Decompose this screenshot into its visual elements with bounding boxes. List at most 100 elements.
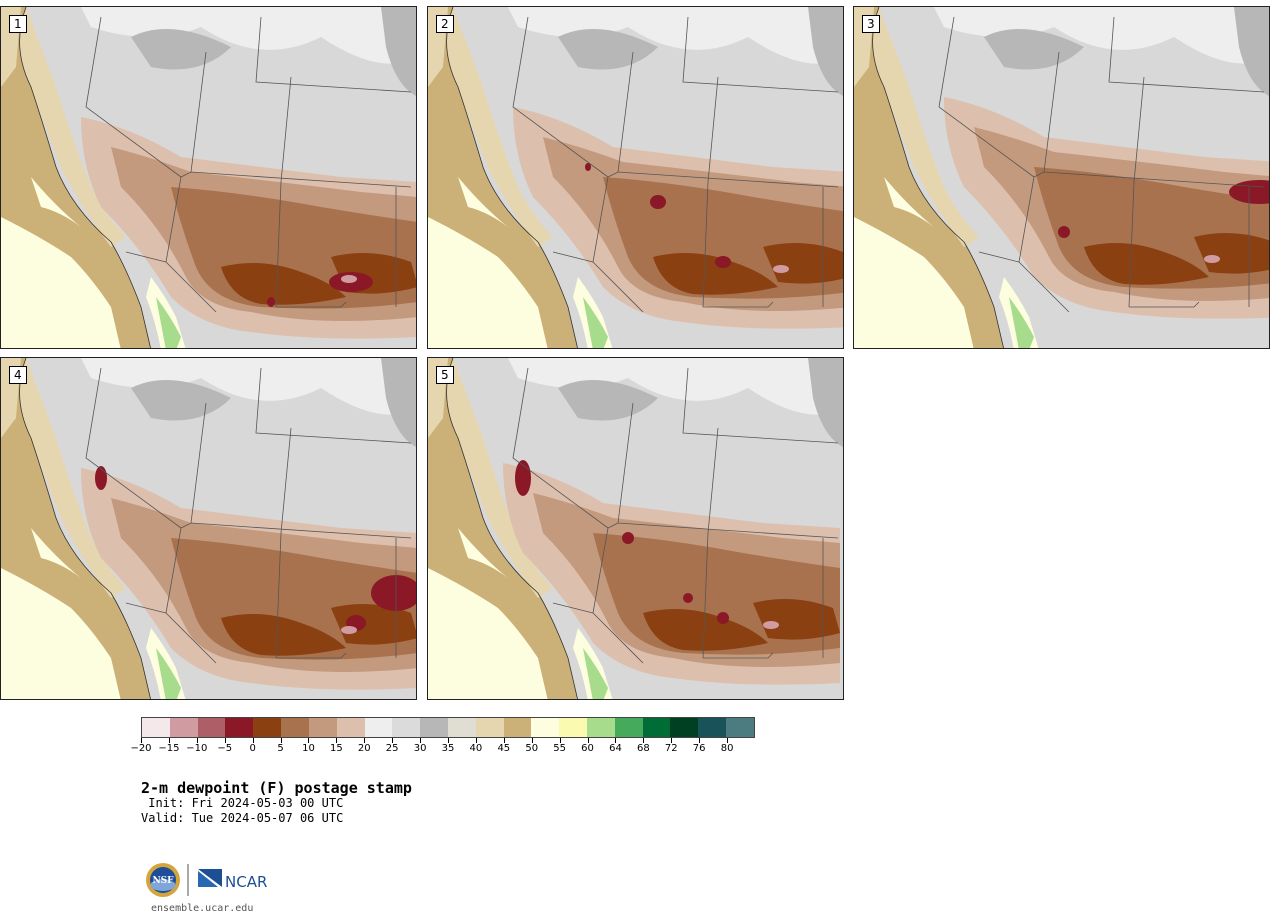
panel-number: 3 [862, 15, 880, 33]
colorbar-swatch [308, 718, 337, 737]
colorbar-tick-label: 5 [277, 743, 284, 754]
dry-region-dark [221, 263, 346, 305]
panel-number: 2 [436, 15, 454, 33]
colorbar-swatch [614, 718, 643, 737]
colorbar-tick [699, 738, 701, 743]
green-patch [583, 648, 608, 699]
land-light-region [508, 7, 843, 64]
svg-text:NCAR: NCAR [225, 873, 267, 891]
land-light-region [81, 358, 416, 415]
colorbar-tick [503, 738, 505, 743]
map-panel-3: 3 [853, 6, 1270, 349]
panel-number: 1 [9, 15, 27, 33]
colorbar-tick [671, 738, 673, 743]
dry-region [81, 117, 416, 339]
colorbar-swatch [392, 718, 421, 737]
coastal-water [884, 177, 934, 227]
colorbar-tick [587, 738, 589, 743]
very-dry-spot [95, 466, 107, 490]
colorbar-tick-label: 60 [581, 743, 594, 754]
map-panel-4: 4 [0, 357, 417, 700]
colorbar-swatch [253, 718, 282, 737]
land-dark-region [1234, 7, 1269, 96]
colorbar-swatch [531, 718, 560, 737]
map-panel-1: 1 [0, 6, 417, 349]
land-dark-region [131, 380, 231, 421]
very-dry-spot [1058, 226, 1070, 238]
dry-region-dark [331, 604, 416, 645]
dry-region-dark [653, 253, 778, 295]
land-light-region [508, 358, 843, 415]
land-dark-region [558, 29, 658, 70]
land-dark-region [381, 358, 416, 447]
state-borders [512, 367, 839, 664]
map-panel-5: 5 [427, 357, 844, 700]
colorbar-tick-label: 35 [441, 743, 455, 754]
state-borders [85, 367, 412, 664]
very-dry-spot [650, 195, 666, 209]
colorbar-swatch [225, 718, 254, 737]
coastal-water [1, 568, 121, 699]
land-dark-region [984, 29, 1084, 70]
colorbar-tick-label: 72 [664, 743, 678, 754]
dry-region [503, 460, 840, 685]
colorbar-tick-label: 50 [525, 743, 539, 754]
coastal-tan [446, 358, 553, 598]
colorbar-tick [224, 738, 226, 743]
colorbar-tick [615, 738, 617, 743]
colorbar-ticks: −20 −15 −10 −5 0 5 10 15 20 25 30 35 40 45 50 55 60 64 68 7… [130, 738, 755, 758]
land-dark-region [131, 29, 231, 70]
coastline [19, 7, 151, 348]
land-dark-region [808, 358, 843, 447]
coastal-water [428, 568, 548, 699]
colorbar-swatch [559, 718, 587, 737]
very-dry-spot [622, 532, 634, 544]
colorbar-tick [336, 738, 338, 743]
colorbar-swatch [670, 718, 699, 737]
dry-region [944, 97, 1269, 319]
green-patch [1009, 297, 1034, 348]
valid-time: Valid: Tue 2024-05-07 06 UTC [141, 811, 344, 825]
coastal-tan [872, 7, 979, 247]
colorbar-swatch [336, 718, 365, 737]
website-url: ensemble.ucar.edu [151, 903, 254, 914]
state-borders [512, 16, 839, 313]
coastal-tan [19, 358, 127, 598]
very-dry-spot [585, 163, 591, 171]
colorbar-tick [196, 738, 198, 743]
coastal-water [458, 528, 508, 578]
colorbar-tick-label: 30 [413, 743, 427, 754]
nsf-logo-icon: NSF [146, 863, 180, 897]
colorbar-swatch [726, 718, 754, 737]
colorbar-tick-label: 68 [636, 743, 650, 754]
colorbar-tick-label: 40 [469, 743, 483, 754]
dry-region-dark [753, 599, 840, 640]
dewpoint-map [428, 358, 843, 699]
land-light-region [934, 7, 1269, 64]
colorbar-tick-label: 64 [609, 743, 622, 754]
colorbar-tick [531, 738, 533, 743]
colorbar-tick [475, 738, 477, 743]
colorbar-tick [280, 738, 282, 743]
coastline [446, 7, 578, 348]
panel-number: 5 [436, 366, 454, 384]
colorbar-tick-label: −15 [158, 743, 180, 754]
figure-title: 2-m dewpoint (F) postage stamp [141, 779, 412, 797]
coastal-tan [446, 7, 553, 247]
land-dark-region [808, 7, 843, 96]
colorbar-tick-label: 20 [357, 743, 371, 754]
colorbar-swatch [169, 718, 198, 737]
colorbar-swatch [503, 718, 532, 737]
very-dry-spot-light [773, 265, 789, 273]
colorbar-swatch [642, 718, 671, 737]
panel-number: 4 [9, 366, 27, 384]
colorbar-swatch [447, 718, 476, 737]
colorbar-swatch [475, 718, 504, 737]
dry-region-dark [221, 614, 346, 656]
colorbar-tick-label: 0 [249, 743, 256, 754]
colorbar-tick-label: 55 [553, 743, 566, 754]
colorbar-tick [392, 738, 394, 743]
colorbar-swatch [587, 718, 615, 737]
very-dry-spot [717, 612, 729, 624]
colorbar-swatch [197, 718, 226, 737]
